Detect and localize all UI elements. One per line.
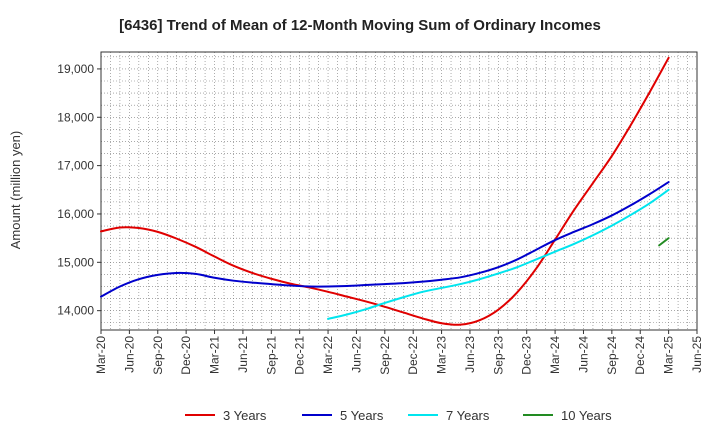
y-tick-label: 14,000 bbox=[57, 304, 94, 318]
x-tick-label: Dec-23 bbox=[520, 336, 534, 375]
y-tick-label: 19,000 bbox=[57, 62, 94, 76]
x-tick-label: Mar-22 bbox=[321, 336, 335, 374]
legend-label-7-years: 7 Years bbox=[446, 408, 490, 423]
legend: 3 Years 5 Years 7 Years 10 Years bbox=[185, 408, 612, 423]
series-line-7-years bbox=[327, 188, 670, 320]
x-tick-label: Dec-24 bbox=[633, 336, 647, 375]
legend-label-10-years: 10 Years bbox=[561, 408, 612, 423]
y-axis-ticks: 14,000 15,000 16,000 17,000 18,000 19,000 bbox=[57, 62, 101, 318]
x-tick-label: Sep-20 bbox=[151, 336, 165, 375]
x-tick-label: Jun-25 bbox=[690, 336, 704, 373]
x-tick-label: Mar-25 bbox=[662, 336, 676, 374]
y-tick-label: 16,000 bbox=[57, 207, 94, 221]
x-tick-label: Dec-20 bbox=[179, 336, 193, 375]
legend-label-3-years: 3 Years bbox=[223, 408, 267, 423]
x-tick-label: Mar-23 bbox=[435, 336, 449, 374]
x-tick-label: Mar-24 bbox=[548, 336, 562, 374]
y-axis-label: Amount (million yen) bbox=[8, 131, 23, 250]
grid-layer bbox=[100, 52, 698, 330]
y-tick-label: 17,000 bbox=[57, 159, 94, 173]
x-axis-ticks: Mar-20 Jun-20 Sep-20 Dec-20 Mar-21 Jun-21 Sep-… bbox=[94, 330, 704, 375]
x-tick-label: Sep-24 bbox=[605, 336, 619, 375]
x-tick-label: Jun-22 bbox=[349, 336, 363, 373]
x-tick-label: Jun-21 bbox=[236, 336, 250, 373]
x-tick-label: Sep-22 bbox=[378, 336, 392, 375]
y-tick-label: 18,000 bbox=[57, 110, 94, 124]
x-tick-label: Sep-23 bbox=[491, 336, 505, 375]
series-line-10-years bbox=[658, 237, 670, 247]
chart-title: [6436] Trend of Mean of 12-Month Moving … bbox=[119, 17, 601, 34]
y-tick-label: 15,000 bbox=[57, 255, 94, 269]
x-tick-label: Jun-24 bbox=[576, 336, 590, 373]
x-tick-label: Mar-20 bbox=[94, 336, 108, 374]
legend-label-5-years: 5 Years bbox=[340, 408, 384, 423]
x-tick-label: Jun-23 bbox=[463, 336, 477, 373]
x-tick-label: Sep-21 bbox=[264, 336, 278, 375]
series-line-5-years bbox=[100, 181, 670, 298]
x-tick-label: Jun-20 bbox=[122, 336, 136, 373]
series-line-3-years bbox=[100, 56, 670, 326]
x-tick-label: Mar-21 bbox=[208, 336, 222, 374]
x-tick-label: Dec-22 bbox=[406, 336, 420, 375]
series-layer bbox=[100, 56, 670, 326]
x-tick-label: Dec-21 bbox=[293, 336, 307, 375]
plot-area-frame bbox=[100, 51, 698, 331]
